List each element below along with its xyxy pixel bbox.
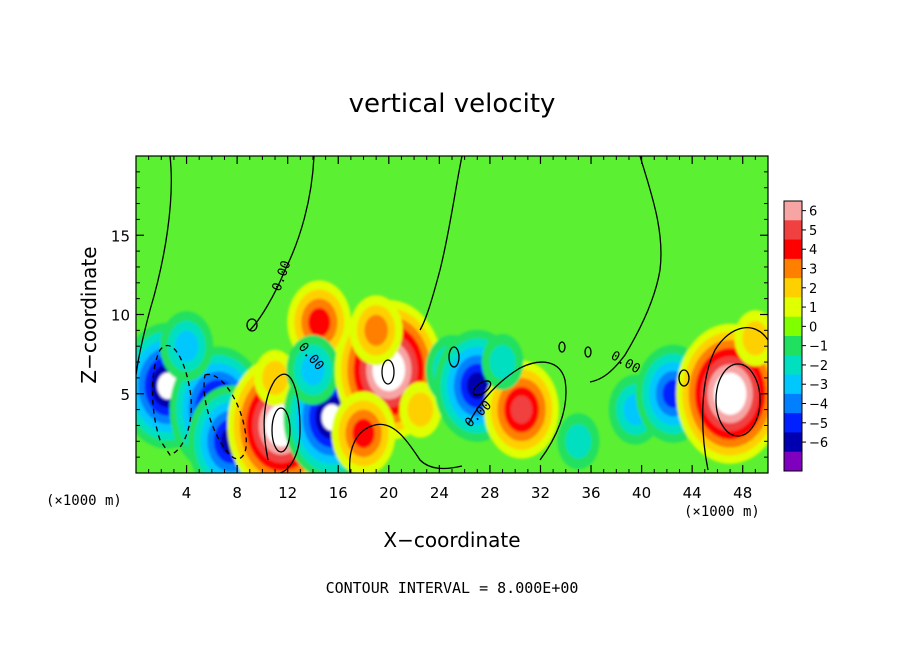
contour-line (419, 156, 463, 331)
colorbar-swatch (784, 201, 802, 221)
colorbar-label: 1 (809, 301, 817, 316)
colorbar-label: −2 (809, 359, 828, 374)
velocity-cell (174, 330, 199, 362)
velocity-cell (407, 392, 434, 427)
velocity-cell (301, 354, 325, 386)
contour-line (349, 423, 463, 473)
colorbar-swatch (784, 336, 802, 356)
colorbar-swatch (784, 258, 802, 279)
colorbar-swatch (784, 278, 802, 298)
contour-line (558, 341, 566, 353)
colorbar-label: 5 (809, 224, 817, 239)
velocity-cell (364, 314, 388, 346)
velocity-cell (720, 380, 741, 407)
velocity-cell (352, 418, 375, 448)
x-axis-label: X−coordinate (383, 528, 520, 552)
colorbar-swatch (784, 239, 802, 260)
contour-line (246, 318, 258, 332)
contour-line (263, 373, 301, 473)
colorbar-swatch (784, 413, 802, 433)
colorbar-swatch (784, 393, 802, 414)
y-axis-label: Z−coordinate (77, 246, 101, 383)
contour-line (203, 373, 247, 460)
y-axis: 5 10 15 (111, 171, 768, 458)
x-tick-label: 44 (683, 484, 702, 502)
colorbar-label: −6 (809, 436, 828, 451)
contour-line (589, 156, 662, 383)
x-tick-label: 4 (182, 484, 192, 502)
colorbar-swatch (784, 374, 802, 395)
x-unit-label: (×1000 m) (684, 504, 760, 520)
colorbar-label: −5 (809, 417, 828, 432)
velocity-cell (262, 360, 288, 396)
y-tick-label: 15 (111, 227, 130, 245)
contour-line (467, 361, 567, 461)
x-tick-label: 36 (581, 484, 600, 502)
colorbar-swatch (784, 316, 802, 337)
colorbar-label: −3 (809, 378, 828, 393)
y-tick-label: 5 (120, 386, 130, 404)
colorbar-swatch (784, 355, 802, 376)
colorbar-label: 3 (809, 263, 817, 278)
y-unit-label: (×1000 m) (46, 493, 122, 509)
y-tick-label: 10 (111, 307, 130, 325)
velocity-cell (510, 395, 533, 424)
velocity-cell (489, 344, 516, 380)
colorbar-label: 2 (809, 282, 817, 297)
x-tick-label: 20 (379, 484, 398, 502)
colorbar-swatch (784, 432, 802, 453)
colorbar-swatch (784, 451, 802, 472)
contour-line (472, 380, 492, 396)
colorbar: 6 5 4 3 2 1 0 −1 −2 −3 −4 −5 −6 (783, 200, 828, 472)
contour-line (448, 346, 460, 368)
contour-interval-note: CONTOUR INTERVAL = 8.000E+00 (326, 579, 579, 597)
colorbar-label: −4 (809, 398, 828, 413)
contour-line (678, 369, 690, 387)
colorbar-swatch (784, 220, 802, 241)
x-tick-label: 16 (329, 484, 348, 502)
contour-line (715, 363, 761, 437)
contour-line (381, 359, 395, 385)
zero-contours (136, 156, 768, 473)
x-tick-label: 12 (278, 484, 297, 502)
colorbar-label: 0 (809, 320, 817, 335)
velocity-field (136, 280, 768, 473)
x-tick-label: 40 (632, 484, 651, 502)
contour-line (584, 346, 592, 358)
colorbar-label: 4 (809, 243, 817, 258)
contour-line (151, 344, 192, 456)
contour-line (249, 156, 315, 331)
chart-title: vertical velocity (349, 89, 556, 119)
x-tick-label: 32 (531, 484, 550, 502)
colorbar-label: 6 (809, 205, 817, 220)
contour-line (702, 327, 768, 471)
colorbar-frame (783, 200, 803, 472)
x-tick-label: 28 (480, 484, 499, 502)
velocity-cell (565, 424, 592, 459)
colorbar-label: −1 (809, 340, 828, 355)
velocity-cell (742, 321, 768, 356)
contour-line (136, 156, 172, 376)
velocity-cell (308, 307, 331, 338)
x-tick-label: 8 (232, 484, 242, 502)
contour-line (271, 407, 291, 453)
x-axis: 4 8 12 16 20 24 28 32 36 40 44 48 (148, 156, 756, 502)
x-tick-label: 24 (430, 484, 449, 502)
x-tick-label: 48 (733, 484, 752, 502)
colorbar-swatch (784, 297, 802, 318)
